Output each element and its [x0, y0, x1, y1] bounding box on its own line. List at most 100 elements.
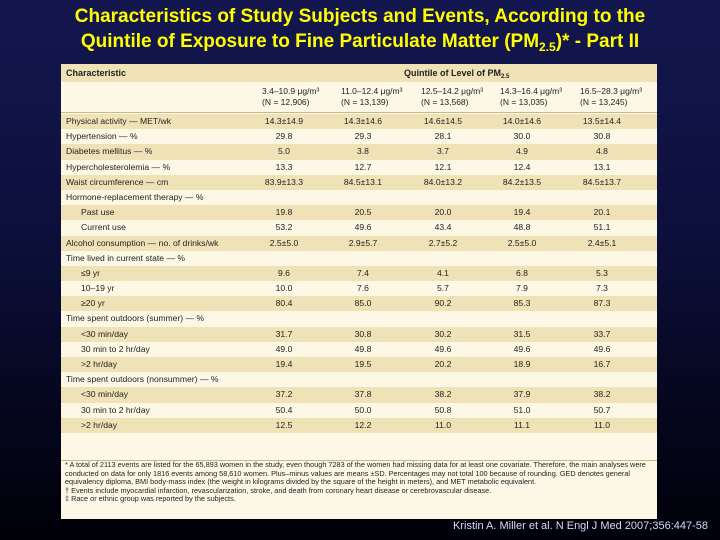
- table-panel: Characteristic Quintile of Level of PM2.…: [61, 64, 657, 519]
- quintile-range: 11.0–12.4 μg/m³: [341, 86, 403, 96]
- table-row: Current use 53.2 49.6 43.4 48.8 51.1: [61, 220, 657, 235]
- table-cell: 29.3: [354, 131, 372, 142]
- slide-title-line-1: Characteristics of Study Subjects and Ev…: [74, 6, 646, 27]
- slide-title: Characteristics of Study Subjects and Ev…: [0, 4, 720, 54]
- table-row: >2 hr/day 19.4 19.5 20.2 18.9 16.7: [61, 357, 657, 373]
- row-label: Time lived in current state — %: [66, 252, 186, 263]
- row-label: Diabetes mellitus — %: [66, 146, 153, 157]
- table-row: Alcohol consumption — no. of drinks/wk 2.…: [61, 235, 657, 251]
- table-cell: 84.5±13.1: [343, 176, 383, 187]
- table-cell: 20.5: [354, 207, 372, 218]
- quintile-column-header: 14.3–16.4 μg/m³ (N = 13,035): [500, 86, 586, 108]
- table-cell: 5.3: [596, 267, 608, 278]
- table-cell: 10.0: [275, 283, 293, 294]
- table-row: Hypertension — % 29.8 29.3 28.1 30.0 30.8: [61, 129, 657, 144]
- table-cell: 7.4: [357, 267, 369, 278]
- table-cell: 2.7±5.2: [428, 237, 458, 248]
- table-cell: 29.8: [275, 131, 293, 142]
- row-label: 30 min to 2 hr/day: [81, 404, 150, 415]
- table-cell: 80.4: [275, 298, 293, 309]
- quintile-range: 12.5–14.2 μg/m³: [421, 86, 484, 96]
- table-cell: 38.2: [593, 389, 611, 400]
- table-cell: 51.0: [513, 404, 531, 415]
- slide-title-line-2: Quintile of Exposure to Fine Particulate…: [0, 29, 720, 54]
- table-cell: 11.0: [593, 419, 611, 430]
- table-cell: 12.5: [275, 419, 293, 430]
- table-cell: 83.9±13.3: [264, 176, 304, 187]
- table-row: Hormone-replacement therapy — %: [61, 190, 657, 205]
- table-cell: 31.5: [513, 328, 531, 339]
- table-cell: 7.3: [596, 283, 608, 294]
- row-label: Physical activity — MET/wk: [66, 116, 172, 126]
- table-cell: 30.8: [354, 328, 372, 339]
- table-cell: 49.6: [434, 343, 452, 354]
- table-cell: 49.8: [354, 343, 372, 354]
- row-label: <30 min/day: [81, 328, 129, 339]
- table-cell: 37.8: [354, 389, 372, 400]
- table-cell: 5.0: [278, 146, 290, 157]
- table-cell: 13.5±14.4: [582, 116, 622, 126]
- table-cell: 20.1: [593, 207, 611, 218]
- table-row: 30 min to 2 hr/day 49.0 49.8 49.6 49.6 49.6: [61, 342, 657, 357]
- table-cell: 19.4: [513, 207, 531, 218]
- table-cell: 12.4: [513, 161, 531, 172]
- table-cell: 49.6: [354, 222, 372, 233]
- footnote: ‡ Race or ethnic group was reported by t…: [65, 494, 236, 504]
- table-cell: 51.1: [593, 222, 611, 233]
- row-label: Hormone-replacement therapy — %: [66, 191, 204, 202]
- row-label: Time spent outdoors (nonsummer) — %: [66, 374, 219, 385]
- table-cell: 50.0: [354, 404, 372, 415]
- row-label: Alcohol consumption — no. of drinks/wk: [66, 237, 219, 248]
- column-headers: 3.4–10.9 μg/m³ (N = 12,906) 11.0–12.4 μg/m…: [61, 82, 657, 113]
- quintile-range: 3.4–10.9 μg/m³: [262, 86, 320, 96]
- table-cell: 19.8: [275, 207, 293, 218]
- table-cell: 28.1: [434, 131, 452, 142]
- table-cell: 14.0±14.6: [502, 116, 542, 126]
- title-text-end: )* - Part II: [555, 31, 640, 52]
- quintile-n: (N = 13,245): [580, 97, 628, 107]
- row-label: 30 min to 2 hr/day: [81, 343, 150, 354]
- table-cell: 53.2: [275, 222, 293, 233]
- table-row: Time spent outdoors (nonsummer) — %: [61, 372, 657, 387]
- title-text: Quintile of Exposure to Fine Particulate…: [80, 31, 540, 52]
- table-cell: 14.3±14.6: [343, 116, 383, 126]
- table-cell: 84.0±13.2: [423, 176, 463, 187]
- table-cell: 7.6: [357, 283, 369, 294]
- table-cell: 37.2: [275, 389, 293, 400]
- row-label: Time spent outdoors (summer) — %: [66, 313, 205, 324]
- table-cell: 30.0: [513, 131, 531, 142]
- footnote: † Events include myocardial infarction, …: [65, 485, 492, 495]
- title-subscript: 2.5: [539, 40, 556, 54]
- table-cell: 30.8: [593, 131, 611, 142]
- quintile-header: Quintile of Level of PM2.5: [404, 68, 509, 80]
- table-row: ≤9 yr 9.6 7.4 4.1 6.8 5.3: [61, 265, 657, 282]
- row-label: >2 hr/day: [81, 419, 118, 430]
- table-cell: 4.1: [437, 267, 449, 278]
- quintile-column-header: 12.5–14.2 μg/m³ (N = 13,568): [421, 86, 507, 108]
- table-cell: 4.8: [596, 146, 608, 157]
- table-cell: 31.7: [275, 328, 293, 339]
- quintile-n: (N = 12,906): [262, 97, 310, 107]
- table-cell: 14.6±14.5: [423, 116, 463, 126]
- table-footnotes: * A total of 2113 events are listed for …: [61, 460, 657, 519]
- row-label: >2 hr/day: [81, 359, 118, 369]
- row-label: Waist circumference — cm: [66, 176, 169, 187]
- row-label: ≤9 yr: [81, 267, 101, 278]
- table-cell: 20.0: [434, 207, 452, 218]
- table-cell: 7.9: [516, 283, 528, 294]
- quintile-column-header: 16.5–28.3 μg/m³ (N = 13,245): [580, 86, 657, 108]
- table-cell: 14.3±14.9: [264, 116, 304, 126]
- table-row: Hypercholesterolemia — % 13.3 12.7 12.1 12.4…: [61, 160, 657, 175]
- table-cell: 3.7: [437, 146, 449, 157]
- table-cell: 20.2: [434, 359, 452, 369]
- quintile-n: (N = 13,568): [421, 97, 469, 107]
- row-label: ≥20 yr: [81, 298, 105, 309]
- quintile-header-text: Quintile of Level of PM: [404, 68, 502, 78]
- quintile-header-sub: 2.5: [501, 74, 510, 80]
- table-cell: 87.3: [593, 298, 611, 309]
- table-cell: 50.4: [275, 404, 293, 415]
- table-row: <30 min/day 37.2 37.8 38.2 37.9 38.2: [61, 387, 657, 403]
- table-cell: 11.0: [434, 419, 452, 430]
- quintile-range: 14.3–16.4 μg/m³: [500, 86, 563, 96]
- table-cell: 12.1: [434, 161, 452, 172]
